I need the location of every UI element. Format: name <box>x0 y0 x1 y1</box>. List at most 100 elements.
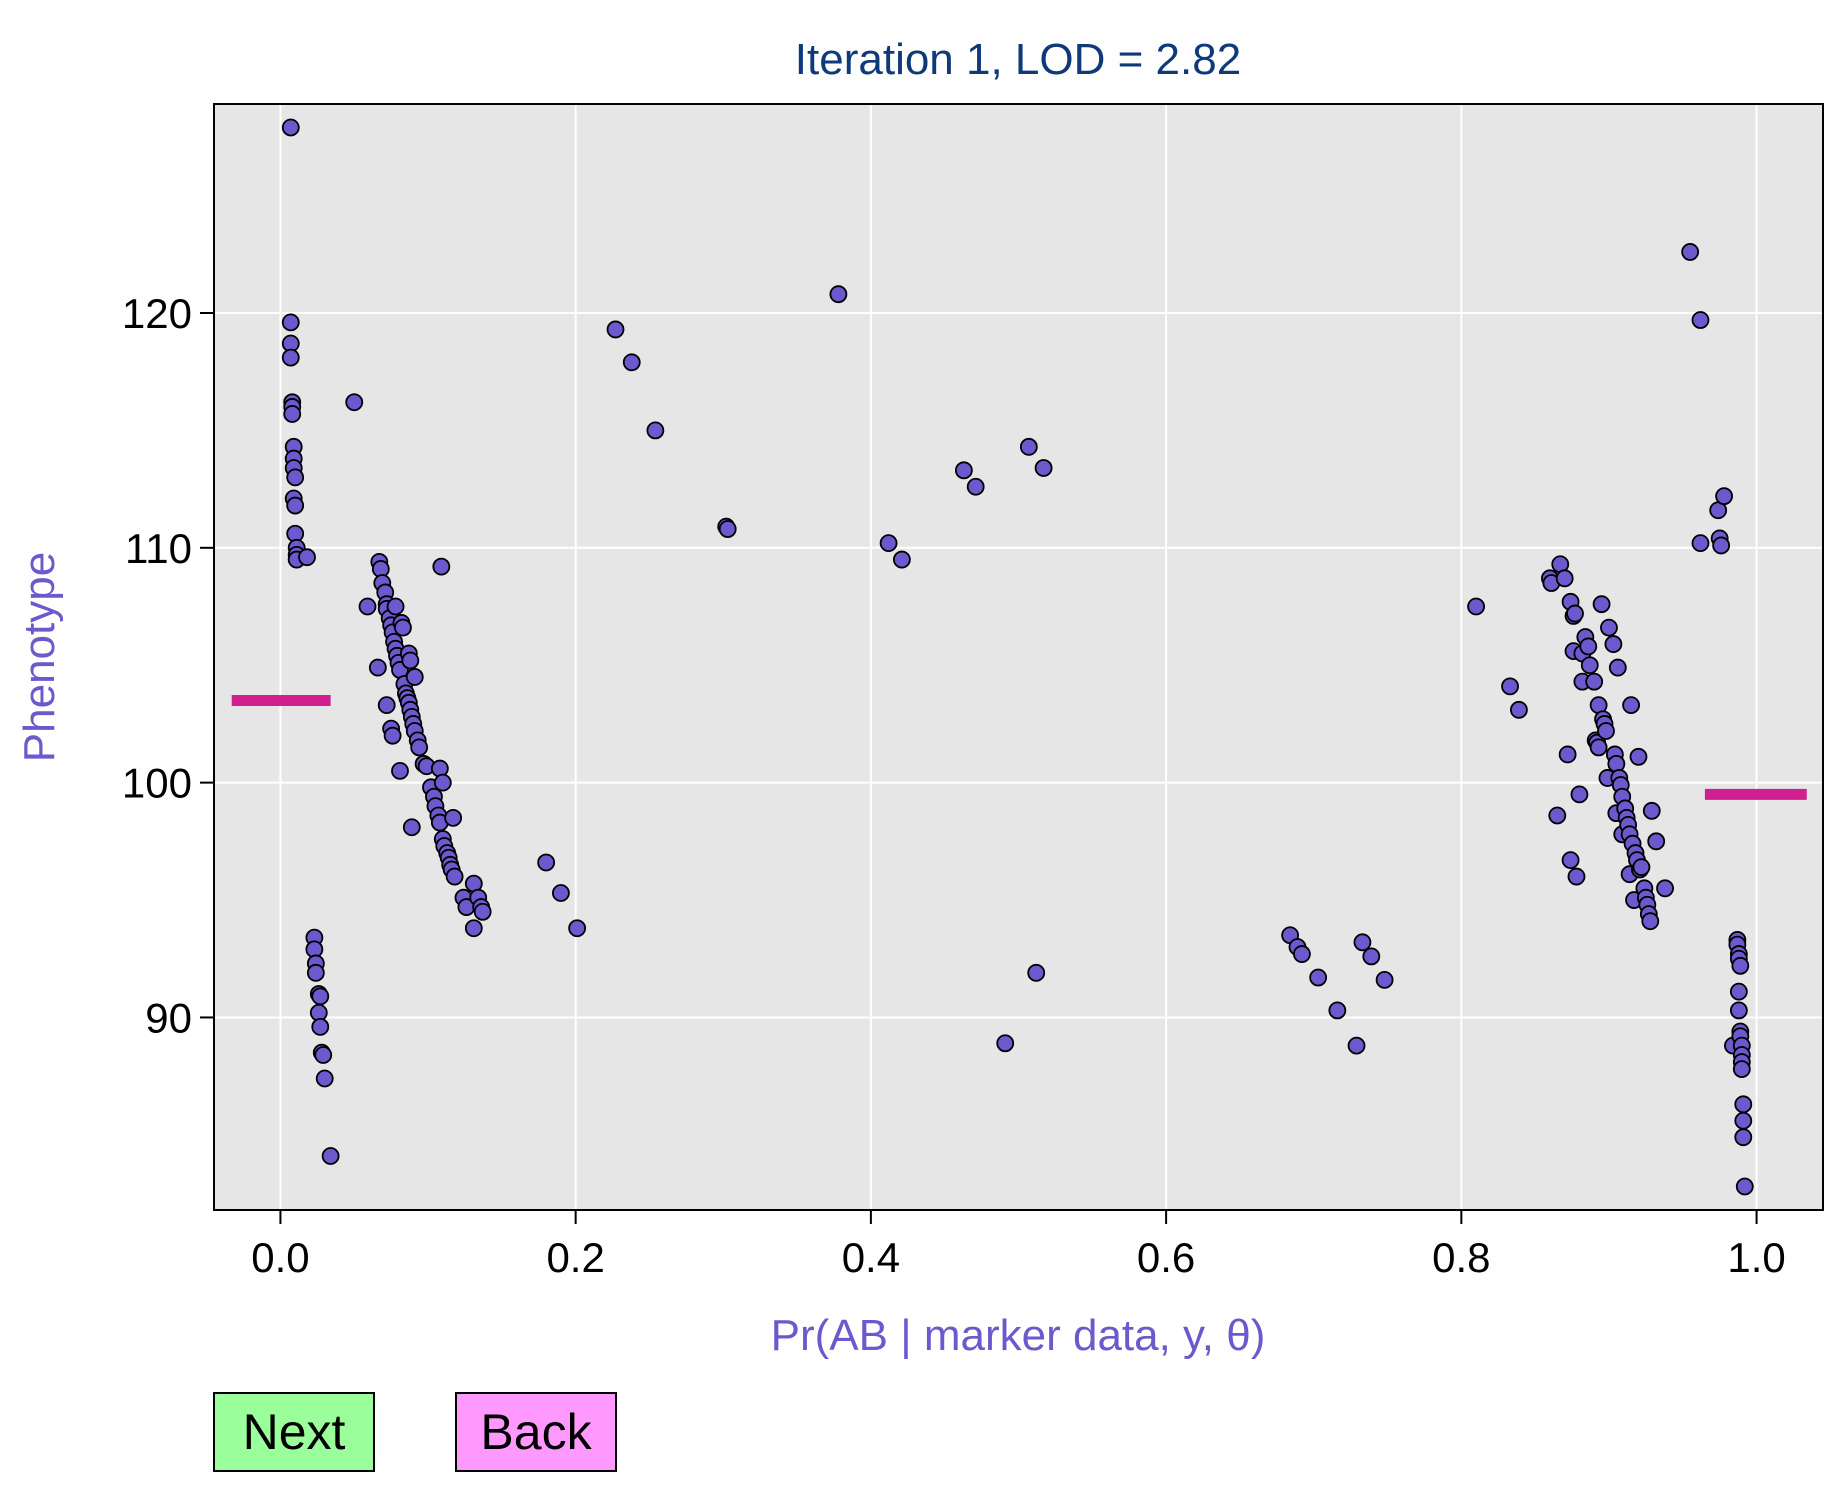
data-point <box>966 477 985 496</box>
data-point <box>321 1147 340 1165</box>
data-point <box>1608 658 1627 677</box>
data-point <box>377 696 396 715</box>
data-point <box>402 818 421 837</box>
y-tick-label: 120 <box>122 290 192 337</box>
data-point <box>537 853 556 872</box>
data-point <box>1734 1128 1753 1147</box>
next-button[interactable]: Next <box>213 1392 375 1472</box>
x-tick-label: 0.4 <box>842 1234 900 1281</box>
data-point <box>1656 879 1674 898</box>
data-point <box>315 1069 334 1088</box>
data-point <box>298 548 316 567</box>
data-point <box>1632 858 1651 877</box>
data-point <box>311 1017 330 1036</box>
data-point <box>1647 832 1666 851</box>
data-point <box>432 557 451 576</box>
data-point <box>1375 970 1394 989</box>
data-point <box>879 534 898 553</box>
data-point <box>1597 722 1615 740</box>
data-point <box>1592 595 1611 614</box>
data-point <box>368 658 387 677</box>
data-point <box>1555 569 1574 588</box>
data-point <box>1558 745 1577 764</box>
data-point <box>306 963 325 982</box>
x-tick-label: 0.2 <box>546 1234 604 1281</box>
data-point <box>394 618 412 637</box>
data-point <box>1731 956 1750 975</box>
data-point <box>829 285 848 304</box>
data-point <box>1328 1001 1347 1020</box>
data-point <box>1034 459 1053 477</box>
data-point <box>281 118 300 137</box>
data-point <box>286 496 305 515</box>
y-axis-ticks: 90 100 110 120 <box>122 290 214 1041</box>
data-point <box>1019 437 1038 456</box>
data-point <box>1570 785 1589 804</box>
data-point <box>1585 672 1604 691</box>
data-point <box>954 461 973 480</box>
data-point <box>1735 1177 1754 1196</box>
data-point <box>1347 1036 1366 1055</box>
plot-panel <box>213 103 1824 1211</box>
data-point <box>1629 747 1648 766</box>
data-point <box>311 987 330 1006</box>
data-point <box>1642 801 1661 820</box>
data-points <box>281 118 1754 1196</box>
data-point <box>1734 1095 1753 1114</box>
data-point <box>1548 806 1567 825</box>
data-point <box>1604 635 1623 653</box>
data-point <box>281 313 300 332</box>
data-point <box>1729 982 1748 1001</box>
data-point <box>286 468 305 487</box>
data-point <box>1027 963 1046 982</box>
data-point <box>283 405 302 423</box>
data-point <box>410 738 429 757</box>
data-point <box>1293 945 1311 963</box>
x-tick-label: 1.0 <box>1727 1234 1785 1281</box>
data-point <box>996 1034 1015 1053</box>
data-point <box>606 320 625 339</box>
data-point <box>1729 1001 1748 1020</box>
data-point <box>281 348 300 367</box>
data-point <box>1712 536 1731 555</box>
data-point <box>1567 867 1586 886</box>
data-point <box>1681 243 1700 261</box>
data-point <box>1467 597 1486 616</box>
data-point <box>1641 912 1660 931</box>
data-point <box>1510 700 1528 719</box>
y-tick-label: 100 <box>122 760 192 807</box>
data-point <box>1353 933 1372 952</box>
group-mean-lines <box>231 694 1807 800</box>
data-point <box>464 919 483 938</box>
data-point <box>433 773 452 792</box>
chart-title: Iteration 1, LOD = 2.82 <box>795 35 1241 84</box>
data-point <box>568 919 587 938</box>
data-point <box>1566 604 1584 623</box>
data-point <box>1579 637 1598 656</box>
data-point <box>391 761 409 780</box>
data-point <box>314 1046 333 1064</box>
data-point <box>445 867 464 886</box>
data-point <box>1734 1111 1753 1130</box>
scatter-chart: 0.0 0.2 0.4 0.6 0.8 1.0 90 100 110 120 Iteration… <box>15 35 1824 1360</box>
x-tick-label: 0.8 <box>1432 1234 1490 1281</box>
y-axis-label: Phenotype <box>15 552 64 762</box>
plot-border <box>213 103 1824 1211</box>
data-point <box>405 668 424 686</box>
data-point <box>444 808 463 827</box>
data-point <box>1691 311 1710 329</box>
x-tick-label: 0.0 <box>251 1234 309 1281</box>
data-point <box>1715 487 1733 506</box>
data-point <box>1600 618 1618 637</box>
data-point <box>892 550 911 569</box>
data-point <box>1501 677 1519 696</box>
y-tick-label: 90 <box>145 994 192 1041</box>
x-tick-label: 0.6 <box>1137 1234 1195 1281</box>
data-point <box>473 902 492 921</box>
data-point <box>345 393 364 412</box>
data-point <box>1589 738 1608 757</box>
data-point <box>358 597 377 616</box>
x-axis-label: Pr(AB | marker data, y, θ) <box>771 1311 1266 1360</box>
data-point <box>622 353 641 372</box>
back-button[interactable]: Back <box>455 1392 617 1472</box>
